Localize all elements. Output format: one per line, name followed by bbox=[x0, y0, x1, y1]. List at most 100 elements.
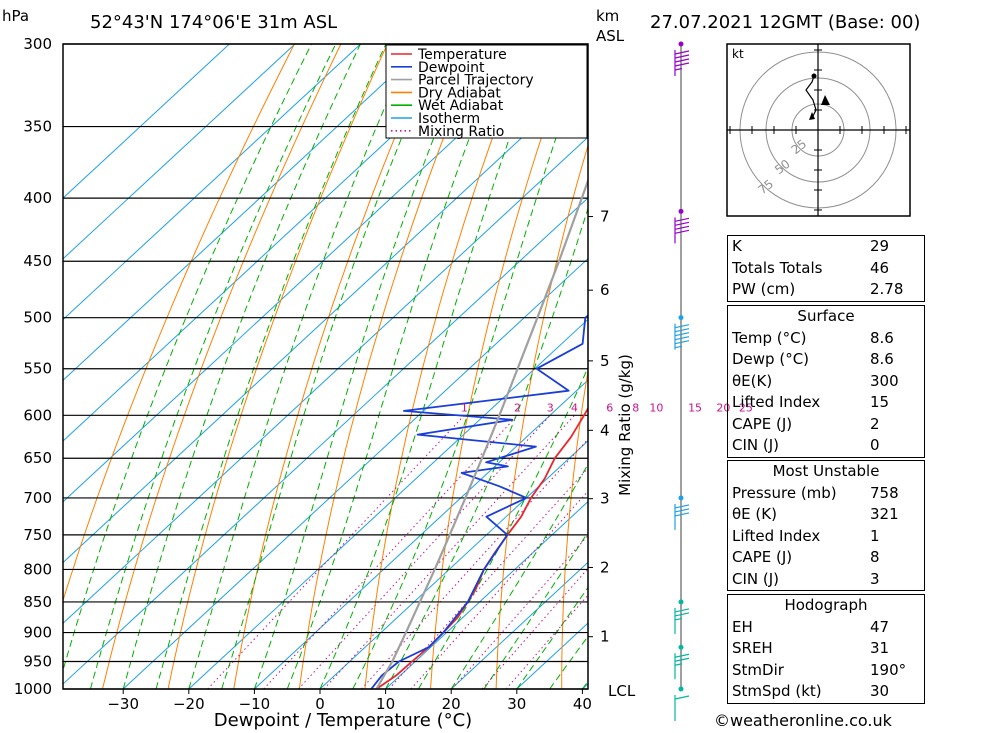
pressure-tick-label: 650 bbox=[23, 449, 52, 467]
pressure-tick-label: 600 bbox=[23, 406, 52, 424]
hodo-value: 47 bbox=[870, 617, 890, 636]
legend-box bbox=[385, 44, 588, 139]
isotherm-line bbox=[63, 44, 296, 260]
dry-adiabat-line bbox=[920, 44, 955, 689]
wind-barb bbox=[674, 607, 690, 634]
wet-adiabat-line bbox=[417, 366, 588, 689]
legend-entry: Parcel Trajectory bbox=[418, 73, 534, 89]
hodo-label: EH bbox=[732, 617, 753, 636]
wind-barb-half bbox=[674, 67, 683, 71]
index-value: 2.78 bbox=[870, 280, 904, 298]
wet-adiabat-line bbox=[122, 44, 361, 689]
mixing-ratio-line bbox=[207, 414, 465, 689]
isotherm-line bbox=[385, 500, 588, 689]
isotherm-line bbox=[319, 440, 588, 689]
general-index-table: K 29 Totals Totals 46 PW (cm) 2.78 bbox=[727, 235, 925, 302]
mu-label: Lifted Index bbox=[732, 526, 821, 545]
wind-level-dot bbox=[678, 41, 684, 47]
wind-barb-flag bbox=[674, 54, 690, 59]
surface-title: Surface bbox=[797, 307, 855, 325]
index-value: 29 bbox=[870, 237, 890, 255]
wind-barb-flag bbox=[674, 229, 690, 234]
x-tick-label: 30 bbox=[507, 695, 526, 713]
surface-value: 0 bbox=[870, 436, 880, 454]
wet-adiabat-line bbox=[155, 44, 387, 689]
wind-barb-flag bbox=[674, 225, 690, 230]
pressure-tick-label: 700 bbox=[23, 489, 52, 507]
isotherm-line bbox=[450, 561, 588, 689]
pressure-tick-label: 300 bbox=[23, 35, 52, 53]
legend-entry: Wet Adiabat bbox=[418, 98, 504, 114]
wind-barb bbox=[674, 503, 690, 530]
height-unit-asl: ASL bbox=[596, 27, 625, 45]
hodograph-index-table: Hodograph EH 47 SREH 31 StmDir 190° StmSpd … bbox=[727, 594, 925, 704]
mu-label: CAPE (J) bbox=[732, 548, 793, 566]
hodo-label: StmDir bbox=[732, 660, 784, 679]
dry-adiabat-line bbox=[167, 44, 388, 689]
surface-value: 300 bbox=[870, 371, 899, 390]
pressure-tick-label: 400 bbox=[23, 189, 52, 207]
isobars bbox=[63, 43, 588, 690]
hodograph-unit-label: kt bbox=[732, 47, 744, 61]
isotherm-line bbox=[122, 257, 588, 689]
surface-value: 8.6 bbox=[870, 350, 894, 368]
credit-text: ©weatheronline.co.uk bbox=[714, 711, 892, 730]
isotherm-line bbox=[63, 75, 588, 564]
x-axis-label: Dewpoint / Temperature (°C) bbox=[214, 710, 472, 731]
wind-barb bbox=[674, 695, 690, 721]
wind-barb-flag bbox=[674, 695, 690, 700]
wind-barb-flag bbox=[674, 50, 690, 55]
dry-adiabat-line bbox=[561, 367, 588, 689]
wet-adiabat-line bbox=[89, 44, 337, 689]
height-tick-label: 5 bbox=[600, 352, 610, 370]
mu-value: 3 bbox=[870, 569, 880, 588]
wet-adiabat-line bbox=[516, 586, 588, 689]
wind-level-dot bbox=[678, 495, 684, 501]
datetime-title: 27.07.2021 12GMT (Base: 00) bbox=[650, 12, 920, 33]
mu-label: θE (K) bbox=[732, 505, 777, 523]
wind-barb-flag bbox=[674, 612, 690, 617]
surface-label: Temp (°C) bbox=[732, 328, 807, 347]
hodo-value: 31 bbox=[870, 639, 890, 657]
mixing-ratio-tick-label: 10 bbox=[649, 401, 663, 414]
wind-level-dot bbox=[678, 644, 684, 650]
mixing-ratio-tick-label: 1 bbox=[461, 401, 468, 414]
wind-barb-flag bbox=[674, 508, 690, 513]
hodo-label: StmSpd (kt) bbox=[732, 682, 822, 700]
mixing-ratio-line bbox=[410, 490, 588, 689]
dry-adiabat-line bbox=[102, 44, 342, 689]
isotherm-line bbox=[63, 136, 588, 624]
index-label: Totals Totals bbox=[732, 258, 823, 277]
most-unstable-title: Most Unstable bbox=[772, 462, 880, 480]
x-tick-label: 10 bbox=[376, 695, 395, 713]
mixing-ratio-line bbox=[323, 414, 575, 689]
isotherm-line bbox=[63, 44, 493, 442]
mixing-ratio-tick-label: 4 bbox=[571, 401, 578, 414]
wind-barb-flag bbox=[674, 504, 690, 509]
parcel-trajectory-line bbox=[375, 177, 588, 689]
surface-value: 15 bbox=[870, 393, 890, 411]
index-label: PW (cm) bbox=[732, 280, 796, 298]
hodograph-title: Hodograph bbox=[784, 596, 868, 614]
surface-label: Dewp (°C) bbox=[732, 350, 810, 368]
mixing-ratio-tick-label: 6 bbox=[606, 401, 613, 414]
wind-level-dot bbox=[678, 686, 684, 692]
mixing-ratio-tick-label: 25 bbox=[739, 401, 753, 414]
hodograph-start-marker bbox=[809, 112, 815, 120]
wind-barb bbox=[674, 653, 690, 680]
mixing-ratio-tick-label: 2 bbox=[514, 401, 521, 414]
mixing-ratio-axis-label: Mixing Ratio (g/kg) bbox=[616, 354, 634, 496]
wind-barb-flag bbox=[674, 608, 690, 613]
mixing-ratio-line bbox=[263, 414, 518, 689]
height-tick-label: 1 bbox=[600, 628, 610, 646]
hodo-value: 190° bbox=[870, 660, 907, 679]
pressure-tick-label: 800 bbox=[23, 560, 52, 578]
height-unit-km: km bbox=[596, 7, 619, 25]
height-tick-label: 2 bbox=[600, 558, 610, 576]
mixing-ratio-line bbox=[361, 438, 588, 689]
height-tick-label: 7 bbox=[600, 208, 610, 226]
dewpoint-line bbox=[370, 314, 588, 689]
